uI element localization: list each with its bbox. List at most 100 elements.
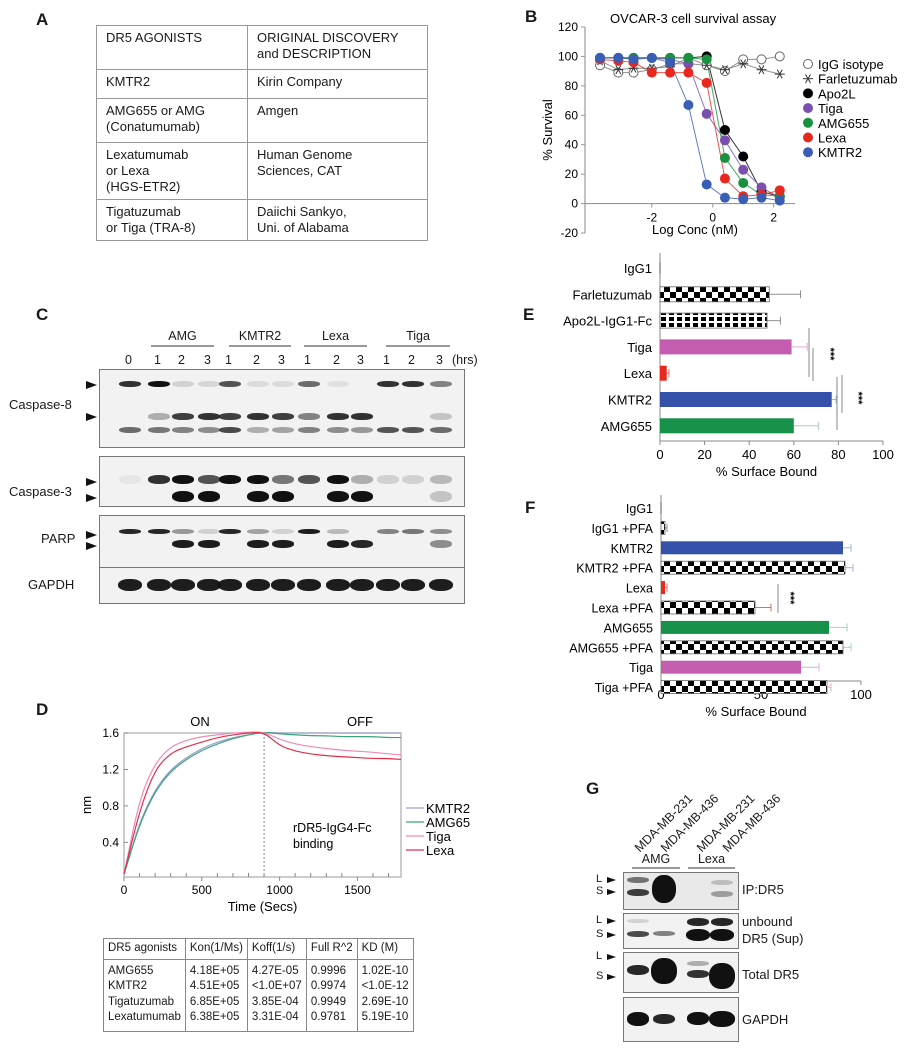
header-cell-line2: and DESCRIPTION xyxy=(257,46,372,61)
blot-label: GAPDH xyxy=(28,577,75,592)
protein-band xyxy=(148,427,170,433)
band-arrow-icon xyxy=(86,494,97,502)
protein-band xyxy=(272,427,294,433)
protein-band xyxy=(297,579,321,591)
surface-bound-chart-e: 0 20 40 60 80 100 % Surface Bound IgG1 Farletuzu… xyxy=(563,253,894,479)
protein-band xyxy=(430,491,452,502)
protein-band xyxy=(686,929,710,941)
data-point xyxy=(738,151,749,162)
protein-band xyxy=(377,381,399,387)
protein-band xyxy=(272,529,294,534)
protein-band xyxy=(298,529,320,534)
cell: 2.69E-10 xyxy=(356,994,414,1010)
protein-band xyxy=(247,540,269,548)
y-tick-label: 0.4 xyxy=(102,835,119,849)
data-point xyxy=(756,182,767,193)
legend-item: Lexa xyxy=(406,843,455,858)
x-tick-label: 2 xyxy=(770,211,777,225)
data-point xyxy=(719,173,730,184)
protein-band xyxy=(298,381,320,387)
origin: Amgen xyxy=(257,103,299,118)
bar-row: Tiga +PFA xyxy=(595,680,832,695)
protein-band xyxy=(710,929,734,941)
group-underline xyxy=(386,345,450,347)
time-point-label: 2 xyxy=(333,353,340,367)
svg-text:Tiga: Tiga xyxy=(426,829,452,844)
protein-band xyxy=(351,491,373,502)
protein-band xyxy=(272,475,294,484)
data-point xyxy=(665,57,676,68)
chart-title: OVCAR-3 cell survival assay xyxy=(610,11,777,26)
agonist-name: Tigatuzumab xyxy=(106,204,181,219)
protein-band xyxy=(687,1012,709,1025)
blot-label: IP:DR5 xyxy=(742,882,784,897)
fit-curve xyxy=(600,55,780,197)
time-point-label: 3 xyxy=(204,353,211,367)
x-tick-label: 60 xyxy=(787,447,801,462)
protein-band xyxy=(247,427,269,433)
cell: Lexatumumab xyxy=(103,1010,186,1032)
panel-d-label: D xyxy=(36,700,49,719)
treatment-group-label: AMG xyxy=(168,329,197,343)
blot-label: Caspase-8 xyxy=(9,397,72,412)
bar-row: KMTR2 +PFA xyxy=(576,560,854,576)
protein-band xyxy=(148,529,170,534)
protein-band xyxy=(402,381,424,387)
band-arrow-icon xyxy=(607,974,616,980)
protein-band xyxy=(402,427,424,433)
protein-band xyxy=(172,381,194,387)
bar xyxy=(661,581,665,595)
x-tick-label: 0 xyxy=(656,447,663,462)
protein-band xyxy=(429,579,453,591)
bar xyxy=(660,365,667,381)
svg-text:AMG655: AMG655 xyxy=(818,116,869,131)
category-label: Apo2L-IgG1-Fc xyxy=(563,314,652,329)
protein-band xyxy=(687,961,709,966)
svg-text:Tiga: Tiga xyxy=(818,101,844,116)
protein-band xyxy=(298,475,320,484)
protein-band xyxy=(247,475,269,484)
blot-label: GAPDH xyxy=(742,1012,789,1027)
protein-band xyxy=(351,475,373,484)
protein-band xyxy=(172,491,194,502)
panel-a-label: A xyxy=(36,10,49,29)
cell: AMG655 xyxy=(103,959,186,979)
bar-row: Apo2L-IgG1-Fc xyxy=(563,312,781,329)
category-label: Tiga +PFA xyxy=(595,681,654,695)
bar xyxy=(659,286,770,303)
y-tick-label: 0 xyxy=(571,197,578,211)
kinetics-table: DR5 agonists Kon(1/Ms) Koff(1/s) Full R^… xyxy=(103,938,414,1032)
time-point-label: 2 xyxy=(253,353,260,367)
time-point-label: 2 xyxy=(408,353,415,367)
category-label: Farletuzumab xyxy=(573,287,652,302)
time-point-label: 1 xyxy=(383,353,390,367)
data-point xyxy=(646,52,657,63)
bar-row: IgG1 xyxy=(624,261,661,276)
protein-band xyxy=(327,491,349,502)
y-tick-label: 80 xyxy=(565,79,579,93)
legend-item: Tiga xyxy=(803,101,844,116)
dr5-agonist-origin-table: DR5 AGONISTS ORIGINAL DISCOVERY and DESCR… xyxy=(96,25,428,241)
agonist-alias: or Lexa xyxy=(106,163,150,178)
group-underline xyxy=(688,867,735,869)
bar-row: Farletuzumab xyxy=(573,286,801,303)
x-tick-label: 0 xyxy=(709,211,716,225)
data-point xyxy=(738,59,749,69)
protein-band xyxy=(119,529,141,534)
cell: 4.27E-05 xyxy=(246,959,307,979)
protein-band xyxy=(219,427,241,433)
bar xyxy=(660,418,794,434)
bar-row: AMG655 +PFA xyxy=(569,640,852,655)
agonist-alias: (Conatumumab) xyxy=(106,119,200,134)
svg-text:KMTR2: KMTR2 xyxy=(426,801,470,816)
origin: Human Genome xyxy=(257,147,353,162)
y-tick-label: 100 xyxy=(558,49,578,63)
data-point xyxy=(719,152,730,163)
bar xyxy=(660,640,844,655)
legend-item: Farletuzumab xyxy=(803,72,897,87)
phase-off-label: OFF xyxy=(347,714,373,729)
protein-band xyxy=(198,475,220,484)
protein-band xyxy=(430,540,452,548)
protein-band xyxy=(627,1012,649,1026)
data-point xyxy=(774,185,785,196)
